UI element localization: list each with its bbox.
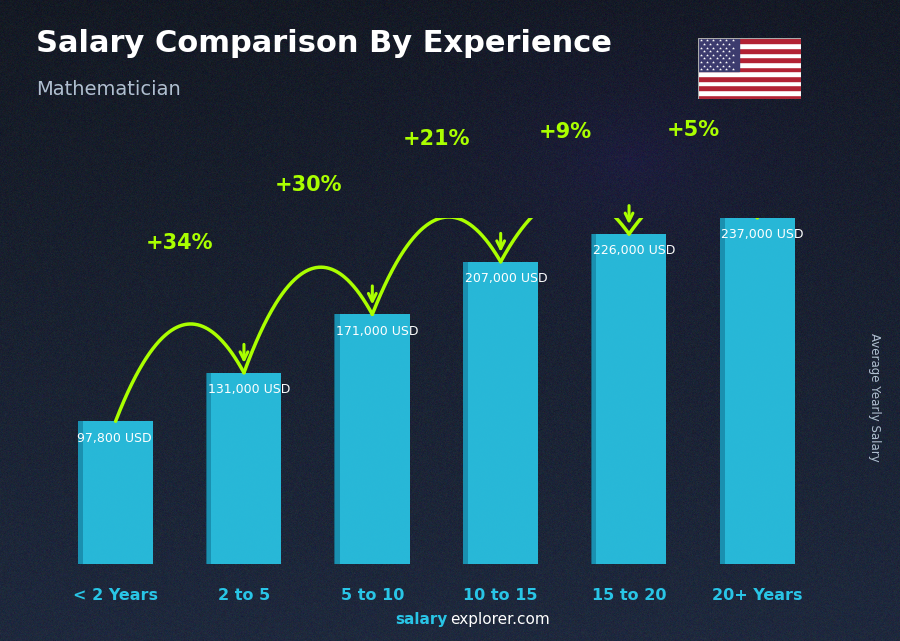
Text: 10 to 15: 10 to 15	[464, 588, 538, 603]
Bar	[698, 62, 801, 67]
Text: Salary Comparison By Experience: Salary Comparison By Experience	[36, 29, 612, 58]
Text: 171,000 USD: 171,000 USD	[337, 325, 419, 338]
Text: Mathematician: Mathematician	[36, 80, 181, 99]
Bar	[698, 81, 801, 85]
Bar	[719, 218, 724, 564]
Text: +21%: +21%	[403, 129, 471, 149]
Bar	[698, 85, 801, 90]
Text: 2 to 5: 2 to 5	[218, 588, 270, 603]
Text: 20+ Years: 20+ Years	[712, 588, 803, 603]
Bar	[591, 234, 597, 564]
Text: 237,000 USD: 237,000 USD	[722, 228, 804, 241]
Bar	[698, 38, 801, 43]
Bar	[698, 53, 801, 57]
Bar	[698, 67, 801, 71]
Bar	[698, 76, 801, 81]
Bar	[720, 218, 795, 564]
Bar	[463, 262, 468, 564]
Text: < 2 Years: < 2 Years	[73, 588, 158, 603]
Bar	[698, 57, 801, 62]
Bar	[698, 90, 801, 95]
Text: +5%: +5%	[667, 120, 720, 140]
Text: 15 to 20: 15 to 20	[592, 588, 666, 603]
Bar	[698, 95, 801, 99]
Bar	[698, 38, 739, 71]
Bar	[335, 314, 410, 564]
Text: 207,000 USD: 207,000 USD	[464, 272, 547, 285]
Bar	[78, 421, 153, 564]
Bar	[592, 234, 666, 564]
Bar	[207, 373, 281, 564]
Text: explorer.com: explorer.com	[450, 612, 550, 627]
Text: +30%: +30%	[274, 175, 342, 195]
Bar	[698, 71, 801, 76]
Text: 131,000 USD: 131,000 USD	[208, 383, 291, 396]
Text: +9%: +9%	[538, 122, 591, 142]
Bar	[335, 314, 339, 564]
Bar	[464, 262, 538, 564]
Bar	[698, 43, 801, 48]
Bar	[698, 48, 801, 53]
Text: Average Yearly Salary: Average Yearly Salary	[868, 333, 881, 462]
Bar	[77, 421, 83, 564]
Text: +34%: +34%	[146, 233, 213, 253]
Text: salary: salary	[395, 612, 447, 627]
Text: 5 to 10: 5 to 10	[340, 588, 404, 603]
Text: 226,000 USD: 226,000 USD	[593, 244, 676, 258]
Bar	[206, 373, 211, 564]
Text: 97,800 USD: 97,800 USD	[77, 431, 152, 445]
